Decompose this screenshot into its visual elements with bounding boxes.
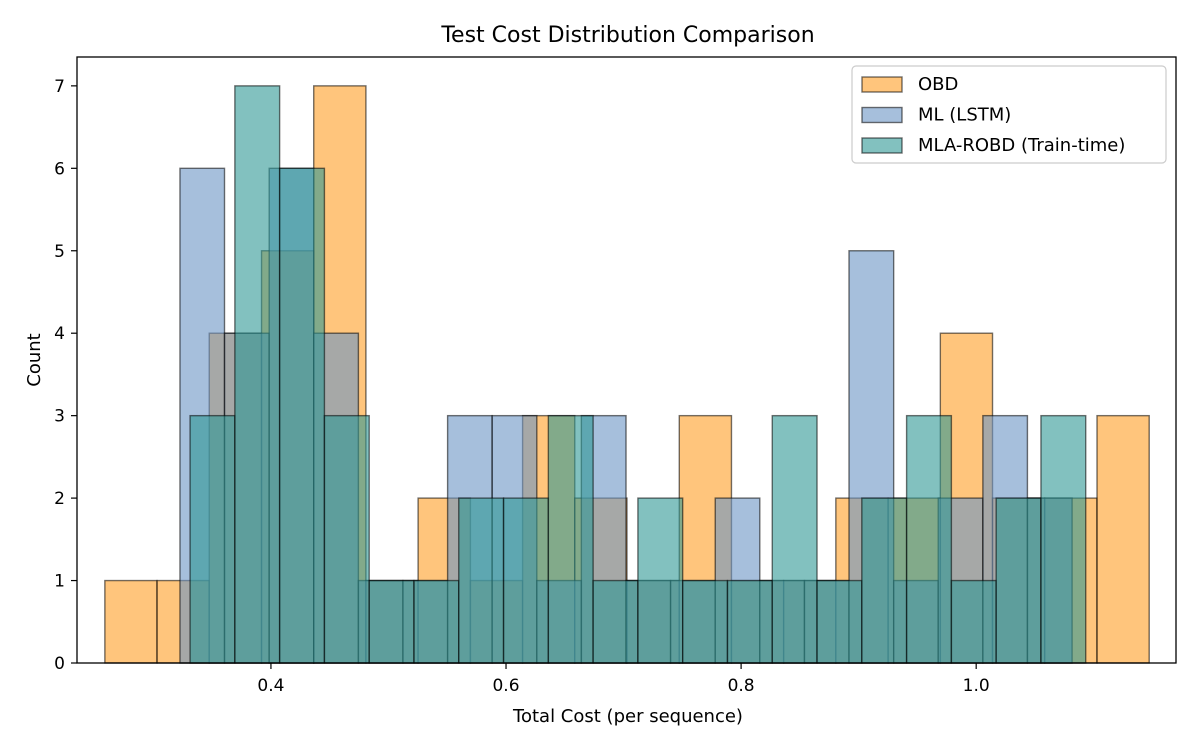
y-tick-label: 0 [54, 654, 65, 674]
histogram-bar-3 [323, 414, 370, 664]
y-tick-label: 4 [54, 324, 65, 344]
x-axis-ticks: 0.4 0.6 0.8 1.0 [257, 663, 990, 696]
legend-swatch [861, 76, 903, 93]
legend-label: ML (LSTM) [918, 105, 1011, 126]
legend-label: OBD [918, 74, 958, 95]
histogram-bar-3 [458, 497, 505, 664]
histogram-bar-3 [189, 414, 236, 664]
histogram-bar-3 [861, 497, 908, 664]
histogram-bar-3 [905, 414, 953, 664]
legend-label: MLA-ROBD (Train-time) [918, 135, 1125, 156]
histogram-bar-3 [502, 497, 550, 664]
histogram-bar-1 [104, 579, 158, 664]
histogram-bar-3 [950, 579, 997, 664]
histogram-bar-3 [234, 85, 281, 664]
histogram-bar-3 [681, 579, 729, 664]
y-tick-label: 2 [54, 489, 65, 509]
legend-swatch [861, 137, 903, 154]
histogram-bar-3 [368, 579, 415, 664]
histogram-bars [104, 85, 1150, 664]
legend-frame [851, 65, 1167, 164]
histogram-bar-3 [1040, 414, 1087, 664]
y-tick-label: 7 [54, 77, 65, 97]
histogram-bar-3 [816, 579, 863, 664]
histogram-bar-3 [592, 579, 639, 664]
histogram-bar-3 [995, 497, 1042, 664]
y-tick-label: 1 [54, 572, 65, 592]
plot-area-frame [76, 56, 1177, 664]
histogram-bar-1 [1096, 414, 1150, 664]
x-tick-label: 0.6 [492, 676, 519, 696]
y-axis-ticks: 0 1 2 3 4 5 6 7 [54, 77, 77, 674]
y-tick-label: 6 [54, 159, 65, 179]
legend: OBD ML (LSTM) MLA-ROBD (Train-time) [851, 65, 1167, 164]
y-tick-label: 5 [54, 242, 65, 262]
histogram-bar-3 [278, 167, 326, 664]
chart-title: Test Cost Distribution Comparison [440, 23, 814, 48]
histogram-bar-3 [413, 579, 460, 664]
histogram-bar-3 [637, 497, 684, 664]
x-axis-label: Total Cost (per sequence) [512, 706, 743, 727]
x-tick-label: 0.4 [257, 676, 284, 696]
legend-swatch [861, 106, 903, 124]
x-tick-label: 0.8 [728, 676, 755, 696]
y-tick-label: 3 [54, 407, 65, 427]
histogram-bar-3 [771, 414, 818, 664]
histogram-bar-3 [547, 414, 594, 664]
histogram-bar-3 [726, 579, 773, 664]
y-axis-label: Count [24, 333, 45, 386]
x-tick-label: 1.0 [963, 676, 990, 696]
